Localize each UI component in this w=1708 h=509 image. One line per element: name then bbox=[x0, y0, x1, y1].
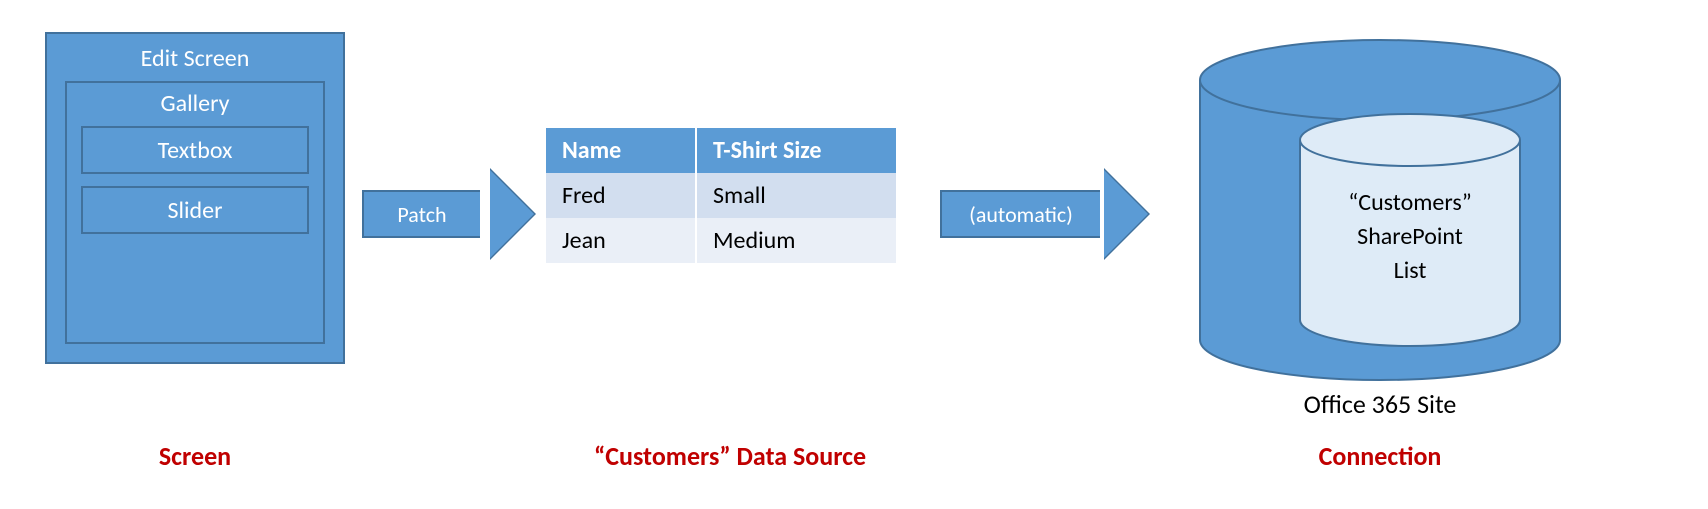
gallery-title: Gallery bbox=[161, 89, 230, 118]
table-header-row: Name T-Shirt Size bbox=[546, 128, 896, 173]
patch-arrow-label: Patch bbox=[362, 190, 480, 238]
cell-size: Medium bbox=[696, 218, 896, 263]
office365-cylinder: “Customers” SharePoint List bbox=[1180, 30, 1580, 395]
caption-screen: Screen bbox=[45, 440, 345, 472]
edit-screen-title: Edit Screen bbox=[141, 44, 250, 73]
inner-cyl-line3: List bbox=[1394, 256, 1427, 285]
col-size: T-Shirt Size bbox=[696, 128, 896, 173]
caption-datasource: “Customers” Data Source bbox=[500, 440, 960, 472]
automatic-arrow: (automatic) bbox=[940, 168, 1148, 260]
textbox-box: Textbox bbox=[81, 126, 309, 174]
cell-size: Small bbox=[696, 173, 896, 218]
inner-cyl-line2: SharePoint bbox=[1357, 222, 1463, 251]
cell-name: Jean bbox=[546, 218, 696, 263]
arrow-head-icon bbox=[490, 170, 534, 258]
gallery-box: Gallery Textbox Slider bbox=[65, 81, 325, 344]
cell-name: Fred bbox=[546, 173, 696, 218]
automatic-arrow-label: (automatic) bbox=[940, 190, 1100, 238]
inner-cyl-line1: “Customers” bbox=[1348, 188, 1472, 217]
edit-screen-box: Edit Screen Gallery Textbox Slider bbox=[45, 32, 345, 364]
patch-arrow: Patch bbox=[362, 168, 534, 260]
office365-site-label: Office 365 Site bbox=[1180, 388, 1580, 420]
slider-box: Slider bbox=[81, 186, 309, 234]
table-row: Jean Medium bbox=[546, 218, 896, 263]
customers-table: Name T-Shirt Size Fred Small Jean Medium bbox=[546, 128, 896, 263]
table-row: Fred Small bbox=[546, 173, 896, 218]
cylinder-icon: “Customers” SharePoint List bbox=[1180, 30, 1580, 390]
col-name: Name bbox=[546, 128, 696, 173]
arrow-head-icon bbox=[1104, 170, 1148, 258]
caption-connection: Connection bbox=[1180, 440, 1580, 472]
diagram-canvas: Edit Screen Gallery Textbox Slider Patch… bbox=[20, 20, 1688, 489]
